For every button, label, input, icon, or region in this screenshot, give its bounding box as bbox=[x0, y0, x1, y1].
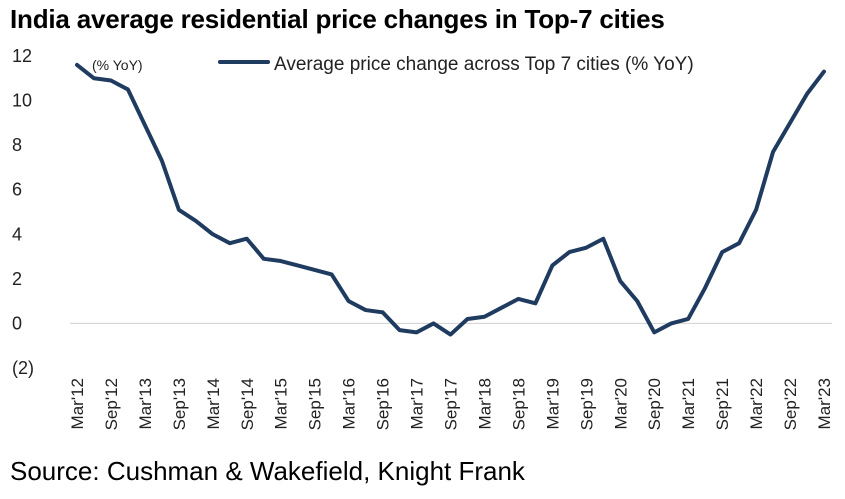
x-tick-label: Mar'20 bbox=[611, 378, 630, 429]
x-tick-label: Mar'16 bbox=[340, 378, 359, 429]
series-points bbox=[75, 63, 826, 337]
y-tick-label: 6 bbox=[12, 180, 22, 200]
x-tick-label: Sep'20 bbox=[645, 378, 664, 430]
x-tick-label: Sep'15 bbox=[306, 378, 325, 430]
y-tick-label: 0 bbox=[12, 313, 22, 333]
series-line bbox=[75, 62, 826, 337]
x-tick-label: Sep'13 bbox=[170, 378, 189, 430]
x-tick-label: Mar'21 bbox=[679, 378, 698, 429]
x-tick-label: Sep'22 bbox=[781, 378, 800, 430]
x-tick-label: Sep'18 bbox=[509, 378, 528, 430]
x-tick-label: Sep'17 bbox=[442, 378, 461, 430]
x-tick-label: Mar'12 bbox=[68, 378, 87, 429]
x-tick-label: Sep'14 bbox=[238, 378, 257, 430]
x-tick-label: Mar'23 bbox=[815, 378, 834, 429]
y-tick-label: 4 bbox=[12, 224, 22, 244]
x-tick-label: Sep'16 bbox=[374, 378, 393, 430]
x-axis: Mar'12 Sep'12 Mar'13 Sep'13 Mar'14 Sep'14 Mar'… bbox=[68, 378, 834, 430]
x-tick-label: Mar'19 bbox=[543, 378, 562, 429]
y-tick-label: 10 bbox=[12, 91, 32, 111]
unit-label: (% YoY) bbox=[92, 57, 143, 73]
x-tick-label: Sep'21 bbox=[713, 378, 732, 430]
x-tick-label: Sep'12 bbox=[102, 378, 121, 430]
x-tick-label: Sep'19 bbox=[577, 378, 596, 430]
x-tick-label: Mar'14 bbox=[204, 378, 223, 429]
y-tick-label: (2) bbox=[12, 358, 34, 378]
x-tick-label: Mar'13 bbox=[136, 378, 155, 429]
chart-title: India average residential price changes … bbox=[10, 4, 665, 34]
y-tick-label: 12 bbox=[12, 46, 32, 66]
legend: Average price change across Top 7 cities… bbox=[218, 54, 694, 75]
x-tick-label: Mar'18 bbox=[475, 378, 494, 429]
y-axis: (2) 0 2 4 6 8 10 12 bbox=[12, 46, 34, 378]
legend-label: Average price change across Top 7 cities… bbox=[274, 54, 694, 75]
x-tick-label: Mar'17 bbox=[408, 378, 427, 429]
y-tick-label: 8 bbox=[12, 135, 22, 155]
x-tick-label: Mar'22 bbox=[747, 378, 766, 429]
source-note: Source: Cushman & Wakefield, Knight Fran… bbox=[10, 456, 525, 486]
x-tick-label: Mar'15 bbox=[272, 378, 291, 429]
y-tick-label: 2 bbox=[12, 269, 22, 289]
